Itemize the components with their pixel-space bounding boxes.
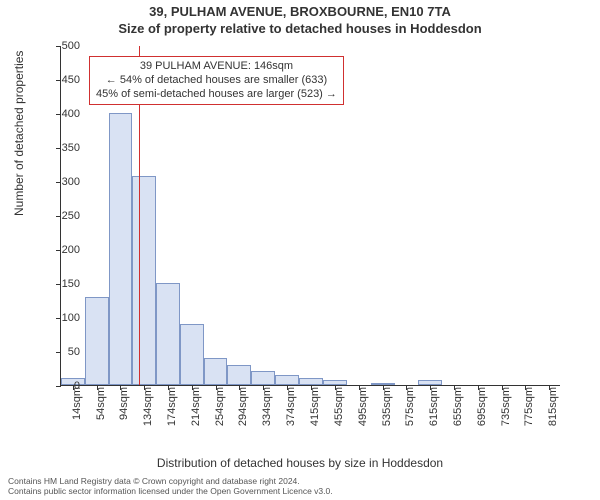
histogram-bar — [204, 358, 228, 385]
x-tick-label: 695sqm — [476, 387, 488, 426]
y-tick-label: 400 — [40, 108, 80, 120]
x-tick-label: 735sqm — [500, 387, 512, 426]
x-tick-label: 615sqm — [428, 387, 440, 426]
histogram-bar — [156, 283, 180, 385]
histogram-bar — [227, 365, 251, 385]
annotation-line: ← 54% of detached houses are smaller (63… — [96, 74, 337, 88]
y-tick-label: 300 — [40, 176, 80, 188]
x-tick-label: 214sqm — [190, 387, 202, 426]
y-tick-label: 0 — [40, 380, 80, 392]
histogram-bar — [85, 297, 109, 385]
x-tick-label: 294sqm — [237, 387, 249, 426]
annotation-box: 39 PULHAM AVENUE: 146sqm← 54% of detache… — [89, 56, 344, 105]
x-tick-label: 134sqm — [142, 387, 154, 426]
chart-container: 39, PULHAM AVENUE, BROXBOURNE, EN10 7TA … — [0, 0, 600, 500]
x-tick-label: 815sqm — [547, 387, 559, 426]
x-axis-label: Distribution of detached houses by size … — [0, 456, 600, 470]
histogram-bar — [251, 371, 275, 385]
x-tick-label: 254sqm — [214, 387, 226, 426]
annotation-line: 45% of semi-detached houses are larger (… — [96, 88, 337, 102]
x-tick-label: 54sqm — [95, 387, 107, 420]
histogram-bar — [132, 176, 156, 385]
y-axis-label: Number of detached properties — [12, 51, 26, 216]
histogram-bar — [299, 378, 323, 385]
footer-line-1: Contains HM Land Registry data © Crown c… — [8, 476, 333, 486]
chart-title-main: 39, PULHAM AVENUE, BROXBOURNE, EN10 7TA — [0, 0, 600, 19]
x-tick-label: 575sqm — [404, 387, 416, 426]
x-tick-label: 415sqm — [309, 387, 321, 426]
x-tick-label: 174sqm — [166, 387, 178, 426]
y-tick-label: 200 — [40, 244, 80, 256]
histogram-bar — [109, 113, 133, 385]
y-tick-label: 250 — [40, 210, 80, 222]
footer-line-2: Contains public sector information licen… — [8, 486, 333, 496]
x-tick-label: 455sqm — [333, 387, 345, 426]
annotation-line: 39 PULHAM AVENUE: 146sqm — [96, 60, 337, 74]
x-tick-label: 334sqm — [261, 387, 273, 426]
histogram-bar — [275, 375, 299, 385]
y-tick-label: 50 — [40, 346, 80, 358]
histogram-bar — [180, 324, 204, 385]
x-tick-label: 535sqm — [381, 387, 393, 426]
x-tick-label: 495sqm — [357, 387, 369, 426]
y-tick-label: 100 — [40, 312, 80, 324]
x-tick-label: 655sqm — [452, 387, 464, 426]
y-tick-label: 500 — [40, 40, 80, 52]
x-tick-label: 374sqm — [285, 387, 297, 426]
plot-outer: 14sqm54sqm94sqm134sqm174sqm214sqm254sqm2… — [60, 46, 586, 386]
footer-attribution: Contains HM Land Registry data © Crown c… — [8, 476, 333, 496]
x-tick-label: 94sqm — [118, 387, 130, 420]
y-tick-label: 350 — [40, 142, 80, 154]
x-tick-label: 775sqm — [523, 387, 535, 426]
chart-title-sub: Size of property relative to detached ho… — [0, 19, 600, 36]
plot-area: 14sqm54sqm94sqm134sqm174sqm214sqm254sqm2… — [60, 46, 560, 386]
y-tick-label: 450 — [40, 74, 80, 86]
y-tick-label: 150 — [40, 278, 80, 290]
